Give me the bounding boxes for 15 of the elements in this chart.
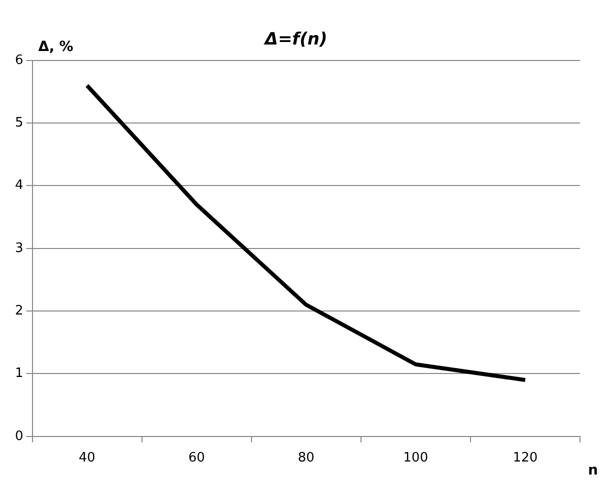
y-tick-label: 2 (14, 303, 24, 318)
x-tick-label: 120 (512, 450, 538, 466)
y-tick-label: 6 (14, 52, 24, 68)
x-axis-title: n (588, 462, 598, 479)
y-tick-label: 1 (14, 366, 24, 382)
x-tick-label: 60 (188, 450, 205, 466)
y-tick-label: 5 (14, 115, 24, 130)
chart-title: Δ=f(n) (262, 30, 328, 50)
x-tick-label: 100 (403, 450, 428, 466)
x-tick-label: 80 (298, 450, 314, 466)
y-tick-label: 0 (14, 428, 24, 444)
y-tick-label: 3 (14, 240, 24, 256)
x-tick-label: 40 (78, 450, 96, 466)
y-tick-label: 4 (14, 178, 24, 194)
y-axis-title: Δ, % (38, 39, 74, 56)
